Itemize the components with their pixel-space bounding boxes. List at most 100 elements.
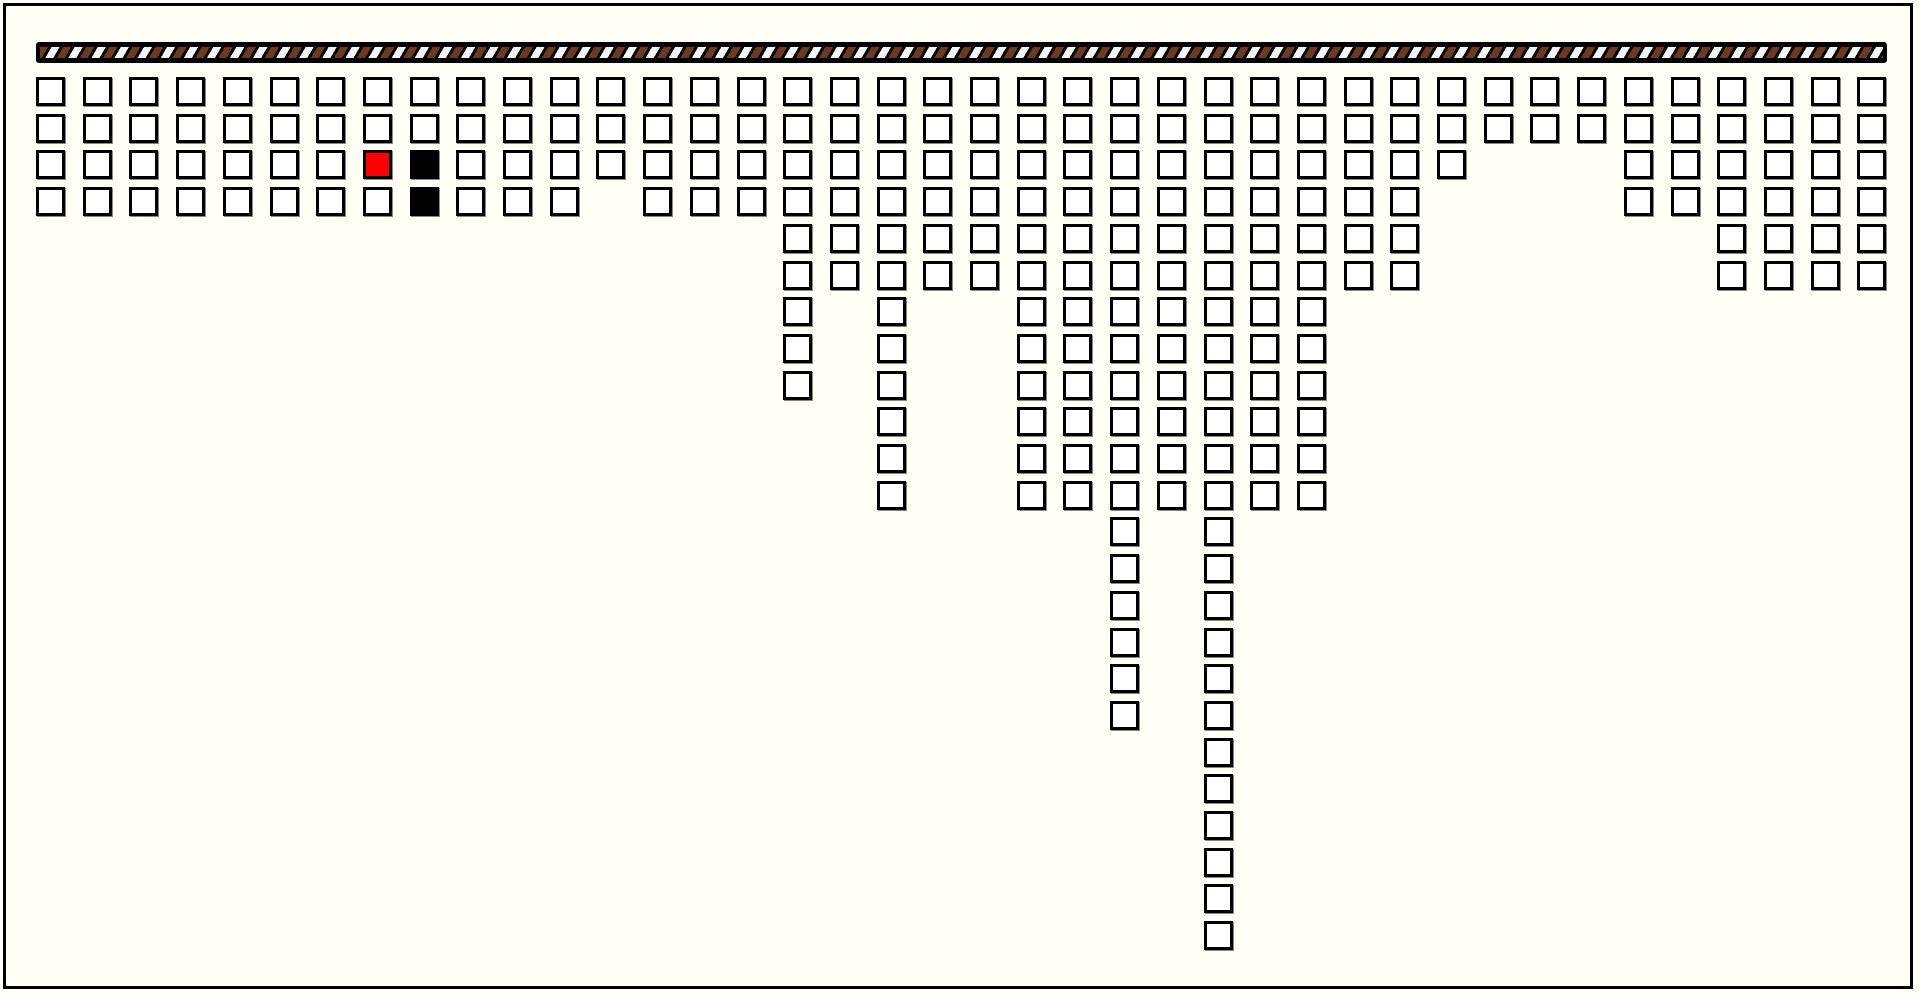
- grid-cell-c28-r12[interactable]: [1297, 481, 1326, 510]
- grid-cell-c7-r3[interactable]: [316, 150, 345, 179]
- grid-cell-c29-r5[interactable]: [1344, 224, 1373, 253]
- grid-cell-c19-r6[interactable]: [877, 261, 906, 290]
- grid-cell-c38-r4[interactable]: [1764, 187, 1793, 216]
- grid-cell-c12-r1[interactable]: [550, 77, 579, 106]
- grid-cell-c25-r1[interactable]: [1157, 77, 1186, 106]
- grid-cell-c5-r4[interactable]: [223, 187, 252, 216]
- grid-cell-c8-r1[interactable]: [363, 77, 392, 106]
- grid-cell-c22-r8[interactable]: [1017, 334, 1046, 363]
- grid-cell-c27-r5[interactable]: [1250, 224, 1279, 253]
- grid-cell-c27-r8[interactable]: [1250, 334, 1279, 363]
- grid-cell-c11-r3[interactable]: [503, 150, 532, 179]
- grid-cell-c1-r1[interactable]: [36, 77, 65, 106]
- grid-cell-c27-r7[interactable]: [1250, 297, 1279, 326]
- grid-cell-c40-r5[interactable]: [1857, 224, 1886, 253]
- grid-cell-c3-r2[interactable]: [129, 114, 158, 143]
- grid-cell-c18-r3[interactable]: [830, 150, 859, 179]
- grid-cell-c17-r7[interactable]: [783, 297, 812, 326]
- grid-cell-c13-r3[interactable]: [596, 150, 625, 179]
- grid-cell-c19-r12[interactable]: [877, 481, 906, 510]
- grid-cell-c6-r4[interactable]: [270, 187, 299, 216]
- grid-cell-c24-r11[interactable]: [1110, 444, 1139, 473]
- grid-cell-c13-r1[interactable]: [596, 77, 625, 106]
- grid-cell-c26-r8[interactable]: [1204, 334, 1233, 363]
- grid-cell-c40-r6[interactable]: [1857, 261, 1886, 290]
- grid-cell-c22-r2[interactable]: [1017, 114, 1046, 143]
- grid-cell-c24-r9[interactable]: [1110, 371, 1139, 400]
- grid-cell-c17-r8[interactable]: [783, 334, 812, 363]
- grid-cell-c2-r3[interactable]: [83, 150, 112, 179]
- grid-cell-c37-r5[interactable]: [1717, 224, 1746, 253]
- grid-cell-c25-r3[interactable]: [1157, 150, 1186, 179]
- grid-cell-c27-r1[interactable]: [1250, 77, 1279, 106]
- grid-cell-c38-r1[interactable]: [1764, 77, 1793, 106]
- grid-cell-c25-r10[interactable]: [1157, 407, 1186, 436]
- grid-cell-c35-r3[interactable]: [1624, 150, 1653, 179]
- grid-cell-c15-r4[interactable]: [690, 187, 719, 216]
- grid-cell-c26-r1[interactable]: [1204, 77, 1233, 106]
- grid-cell-c26-r22[interactable]: [1204, 848, 1233, 877]
- grid-cell-c10-r2[interactable]: [456, 114, 485, 143]
- grid-cell-c7-r1[interactable]: [316, 77, 345, 106]
- grid-cell-c28-r8[interactable]: [1297, 334, 1326, 363]
- grid-cell-c25-r9[interactable]: [1157, 371, 1186, 400]
- grid-cell-c20-r4[interactable]: [923, 187, 952, 216]
- grid-cell-c22-r6[interactable]: [1017, 261, 1046, 290]
- grid-cell-c21-r2[interactable]: [970, 114, 999, 143]
- grid-cell-c40-r2[interactable]: [1857, 114, 1886, 143]
- grid-cell-c22-r4[interactable]: [1017, 187, 1046, 216]
- grid-cell-c19-r8[interactable]: [877, 334, 906, 363]
- grid-cell-c23-r2[interactable]: [1063, 114, 1092, 143]
- grid-cell-c4-r3[interactable]: [176, 150, 205, 179]
- grid-cell-c18-r1[interactable]: [830, 77, 859, 106]
- grid-cell-c19-r1[interactable]: [877, 77, 906, 106]
- grid-cell-c37-r2[interactable]: [1717, 114, 1746, 143]
- grid-cell-c23-r8[interactable]: [1063, 334, 1092, 363]
- grid-cell-c17-r4[interactable]: [783, 187, 812, 216]
- grid-cell-c8-r3[interactable]: [363, 150, 392, 179]
- grid-cell-c23-r11[interactable]: [1063, 444, 1092, 473]
- grid-cell-c26-r11[interactable]: [1204, 444, 1233, 473]
- grid-cell-c37-r1[interactable]: [1717, 77, 1746, 106]
- grid-cell-c24-r12[interactable]: [1110, 481, 1139, 510]
- grid-cell-c29-r4[interactable]: [1344, 187, 1373, 216]
- grid-cell-c15-r3[interactable]: [690, 150, 719, 179]
- grid-cell-c24-r10[interactable]: [1110, 407, 1139, 436]
- grid-cell-c21-r5[interactable]: [970, 224, 999, 253]
- grid-cell-c17-r5[interactable]: [783, 224, 812, 253]
- grid-cell-c22-r11[interactable]: [1017, 444, 1046, 473]
- grid-cell-c21-r6[interactable]: [970, 261, 999, 290]
- grid-cell-c38-r6[interactable]: [1764, 261, 1793, 290]
- grid-cell-c7-r4[interactable]: [316, 187, 345, 216]
- grid-cell-c20-r2[interactable]: [923, 114, 952, 143]
- grid-cell-c20-r6[interactable]: [923, 261, 952, 290]
- grid-cell-c1-r4[interactable]: [36, 187, 65, 216]
- grid-cell-c30-r2[interactable]: [1390, 114, 1419, 143]
- grid-cell-c30-r3[interactable]: [1390, 150, 1419, 179]
- grid-cell-c19-r3[interactable]: [877, 150, 906, 179]
- grid-cell-c35-r4[interactable]: [1624, 187, 1653, 216]
- grid-cell-c26-r19[interactable]: [1204, 738, 1233, 767]
- grid-cell-c29-r3[interactable]: [1344, 150, 1373, 179]
- grid-cell-c26-r17[interactable]: [1204, 664, 1233, 693]
- grid-cell-c25-r2[interactable]: [1157, 114, 1186, 143]
- grid-cell-c14-r2[interactable]: [643, 114, 672, 143]
- grid-cell-c26-r18[interactable]: [1204, 701, 1233, 730]
- grid-cell-c39-r1[interactable]: [1811, 77, 1840, 106]
- grid-cell-c10-r1[interactable]: [456, 77, 485, 106]
- grid-cell-c28-r7[interactable]: [1297, 297, 1326, 326]
- grid-cell-c24-r2[interactable]: [1110, 114, 1139, 143]
- grid-cell-c24-r16[interactable]: [1110, 628, 1139, 657]
- grid-cell-c16-r4[interactable]: [737, 187, 766, 216]
- grid-cell-c27-r6[interactable]: [1250, 261, 1279, 290]
- grid-cell-c26-r2[interactable]: [1204, 114, 1233, 143]
- grid-cell-c19-r4[interactable]: [877, 187, 906, 216]
- grid-cell-c39-r3[interactable]: [1811, 150, 1840, 179]
- grid-cell-c28-r4[interactable]: [1297, 187, 1326, 216]
- grid-cell-c27-r2[interactable]: [1250, 114, 1279, 143]
- grid-cell-c22-r1[interactable]: [1017, 77, 1046, 106]
- grid-cell-c16-r2[interactable]: [737, 114, 766, 143]
- grid-cell-c26-r20[interactable]: [1204, 774, 1233, 803]
- grid-cell-c40-r3[interactable]: [1857, 150, 1886, 179]
- grid-cell-c14-r3[interactable]: [643, 150, 672, 179]
